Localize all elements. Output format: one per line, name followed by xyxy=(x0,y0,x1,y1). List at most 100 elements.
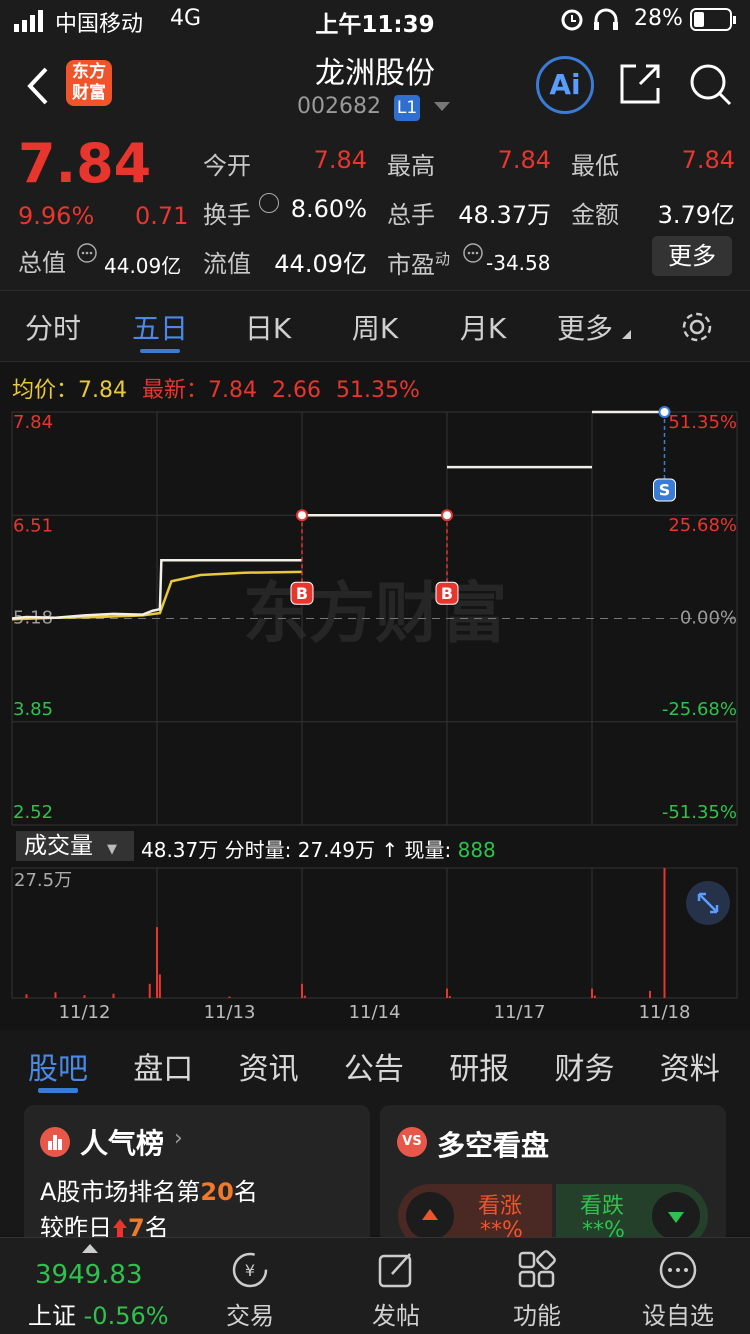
volume-bar xyxy=(591,988,593,998)
latest-change: 2.66 xyxy=(272,378,321,403)
volume-bar xyxy=(228,996,231,998)
bullish-label: 看涨 xyxy=(478,1194,523,1219)
change-amount: 0.71 xyxy=(135,202,189,230)
level-badge: L1 xyxy=(394,95,420,121)
volume-bar xyxy=(148,983,151,998)
chart-legend: 均价：7.84 最新：7.84 2.66 51.35% xyxy=(12,372,420,404)
period-tab[interactable]: 周K xyxy=(351,312,399,345)
more-button[interactable]: 更多 xyxy=(652,236,732,276)
trade-badge xyxy=(435,581,459,605)
content-tab[interactable]: 公告 xyxy=(343,1052,404,1087)
up-arrow xyxy=(113,1219,127,1238)
back-button[interactable] xyxy=(26,66,52,106)
card-title: 人气榜 xyxy=(80,1127,165,1160)
trade-point xyxy=(296,509,308,522)
indicator-name: 成交量 xyxy=(24,833,93,859)
popularity-icon xyxy=(40,1127,70,1157)
avg-label: 均价： xyxy=(12,378,79,403)
period-tab[interactable]: 五日 xyxy=(131,312,189,345)
logo-text: 东方 xyxy=(72,62,106,82)
content-tab[interactable]: 资料 xyxy=(659,1052,720,1087)
y2-tick-label: 51.35% xyxy=(668,412,737,433)
plot-frame xyxy=(11,411,738,826)
index-line[interactable]: 上证 -0.56% xyxy=(28,1296,169,1331)
nav-item[interactable]: 发帖 xyxy=(372,1302,420,1330)
ai-button[interactable]: Ai xyxy=(536,56,594,114)
content-tab[interactable]: 财务 xyxy=(554,1052,615,1087)
svg-text:¥: ¥ xyxy=(245,1261,255,1280)
content-tab[interactable]: 资讯 xyxy=(238,1052,299,1087)
expand-button[interactable] xyxy=(686,881,730,925)
nav-item[interactable]: 功能 xyxy=(513,1302,561,1330)
volume-bar xyxy=(112,993,115,998)
tab-bar xyxy=(0,290,750,362)
bullish-icon xyxy=(406,1192,454,1240)
y2-tick-label: 25.68% xyxy=(668,515,737,536)
field-label: 今开 xyxy=(203,152,251,180)
x-tick-label: 11/13 xyxy=(204,1002,256,1023)
indicator-selector[interactable]: 成交量 ▼ xyxy=(16,831,134,861)
y-tick-label: 7.84 xyxy=(13,412,53,433)
field-value: 8.60% xyxy=(290,195,367,223)
logo-text: 财富 xyxy=(72,83,106,103)
volume-bar xyxy=(301,983,303,998)
y-tick-label: 3.85 xyxy=(13,699,53,720)
content-tab[interactable]: 股吧 xyxy=(28,1052,88,1087)
content-tab[interactable]: 研报 xyxy=(449,1052,510,1087)
nav-item[interactable]: 交易 xyxy=(226,1302,274,1330)
x-tick-label: 11/17 xyxy=(494,1002,546,1023)
dropdown-icon[interactable] xyxy=(434,102,450,112)
period-tab[interactable]: 更多 xyxy=(556,312,614,345)
bottom-nav: 3949.83 上证 -0.56% ¥ 交易 发帖 功能 设自选 xyxy=(0,1237,750,1334)
trade-badge xyxy=(653,478,676,502)
tab-indicator xyxy=(140,349,180,353)
period-tab[interactable]: 月K xyxy=(459,312,507,345)
volume-bar xyxy=(663,868,666,998)
search-button[interactable] xyxy=(688,62,734,108)
function-icon xyxy=(518,1250,556,1288)
expand-icon xyxy=(697,892,719,914)
expand-index-icon[interactable] xyxy=(82,1244,98,1254)
nav-item[interactable]: 设自选 xyxy=(642,1302,714,1330)
bearish-label: 看跌 xyxy=(580,1194,625,1219)
popularity-card[interactable] xyxy=(24,1105,370,1245)
trade-point xyxy=(441,509,453,522)
volume-tick-label: 27.5万 xyxy=(14,870,72,891)
volume-bar xyxy=(25,994,28,998)
trade-label: S xyxy=(659,481,671,500)
period-tab[interactable]: 分时 xyxy=(24,312,82,345)
trade-label: B xyxy=(296,584,308,603)
card-title: 多空看盘 xyxy=(437,1129,550,1162)
battery-icon xyxy=(690,8,736,31)
volume-bar xyxy=(54,992,57,998)
info-icon[interactable] xyxy=(76,242,98,264)
dropdown-icon: ▼ xyxy=(107,842,117,857)
top-panel xyxy=(0,0,750,290)
settings-button[interactable] xyxy=(680,310,714,344)
x-tick-label: 11/14 xyxy=(349,1002,401,1023)
info-icon[interactable] xyxy=(462,242,484,264)
latest-change-pct: 51.35% xyxy=(335,378,420,403)
signal-icon xyxy=(14,10,43,32)
current-volume: 888 xyxy=(457,838,496,862)
post-icon xyxy=(378,1253,412,1288)
field-label: 流值 xyxy=(203,250,251,278)
index-value: 3949.83 xyxy=(35,1260,143,1290)
y-tick-label: 2.52 xyxy=(13,802,53,823)
info-icon[interactable] xyxy=(259,193,279,213)
pe-label-sup: 动 xyxy=(435,250,451,268)
volume-info: 48.37万 分时量: 27.49万 ↑ 现量: 888 xyxy=(141,834,496,863)
trade-point xyxy=(658,406,671,418)
field-label: 换手 xyxy=(203,201,251,229)
period-tab[interactable]: 日K xyxy=(244,312,292,345)
volume-bar xyxy=(448,996,451,998)
pe-label: 市盈动 xyxy=(387,245,450,280)
watchlist-icon xyxy=(659,1251,697,1289)
y2-tick-label: -51.35% xyxy=(662,802,737,823)
content-tab[interactable]: 盘口 xyxy=(133,1052,194,1087)
field-value: 7.84 xyxy=(681,146,735,174)
pe-label-text: 市盈 xyxy=(387,251,435,279)
field-value: 3.79亿 xyxy=(657,201,735,229)
share-button[interactable] xyxy=(618,62,662,106)
